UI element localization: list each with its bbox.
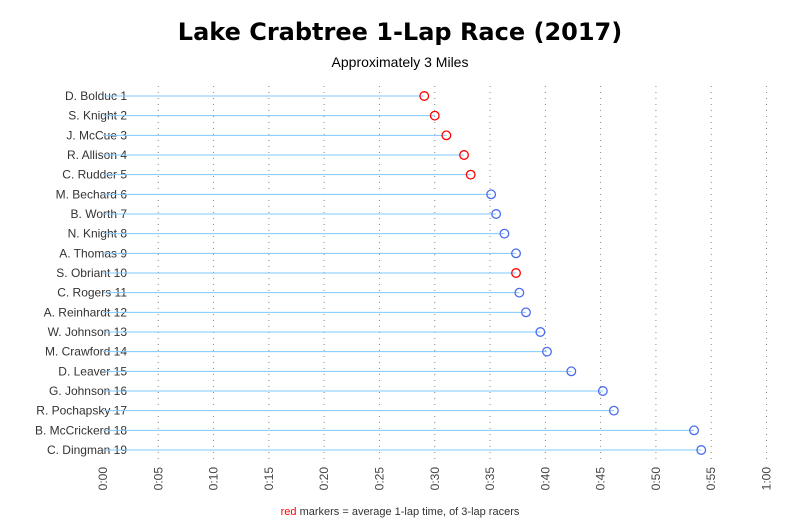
y-tick-label: C. Rudder 5 <box>62 168 127 182</box>
lollipop-marker <box>419 91 430 101</box>
y-tick-label: C. Dingman 19 <box>47 443 127 457</box>
y-tick-label: R. Allison 4 <box>67 148 127 162</box>
x-tick-label: 0:25 <box>372 467 386 491</box>
chart-title: Lake Crabtree 1-Lap Race (2017) <box>178 18 622 46</box>
y-tick-label: A. Reinhardt 12 <box>44 305 128 319</box>
x-tick-label: 1:00 <box>760 467 774 491</box>
marks: D. Bolduc 1 S. Knight 2 J. McCue 3 R. Allis… <box>35 89 707 457</box>
y-tick-label: D. Leaver 15 <box>58 364 127 378</box>
y-tick-label: B. Worth 7 <box>71 207 128 221</box>
y-tick-label: A. Thomas 9 <box>59 246 127 260</box>
lollipop-marker <box>689 425 700 436</box>
y-tick-label: M. Bechard 6 <box>56 187 128 201</box>
lollipop-marker <box>514 287 525 298</box>
x-tick-label: 0:45 <box>594 467 608 491</box>
y-tick-label: C. Rogers 11 <box>57 286 127 300</box>
lollipop-marker <box>608 405 619 416</box>
x-tick-label: 0:50 <box>649 467 663 491</box>
lollipop-marker <box>499 228 510 239</box>
y-tick-label: D. Bolduc 1 <box>65 89 127 103</box>
lollipop-marker <box>441 130 452 141</box>
footnote-text: markers = average 1-lap time, of 3-lap r… <box>297 506 520 518</box>
lollipop-marker <box>491 209 502 219</box>
lollipop-marker <box>542 346 552 357</box>
x-tick-label: 0:55 <box>704 467 718 491</box>
y-tick-label: B. McCrickerd 18 <box>35 423 127 437</box>
x-tick-label: 0:00 <box>96 467 110 491</box>
y-tick-label: M. Crawford 14 <box>45 345 127 359</box>
y-tick-label: G. Johnson 16 <box>49 384 127 398</box>
y-tick-label: W. Johnson 13 <box>48 325 128 339</box>
x-tick-label: 0:15 <box>262 467 276 491</box>
lollipop-marker <box>696 445 707 455</box>
lollipop-marker <box>535 327 546 337</box>
y-tick-label: J. McCue 3 <box>66 128 127 142</box>
x-tick-label: 0:05 <box>151 467 165 491</box>
y-tick-label: N. Knight 8 <box>68 227 128 241</box>
lollipop-marker <box>429 110 440 121</box>
x-tick-label: 0:20 <box>317 467 331 491</box>
lollipop-marker <box>521 307 531 318</box>
lollipop-marker <box>465 169 476 180</box>
x-tick-label: 0:40 <box>538 467 552 491</box>
lollipop-marker <box>597 386 608 396</box>
lollipop-marker <box>511 268 521 278</box>
footnote-highlight: red <box>281 506 297 518</box>
lollipop-marker <box>486 189 497 200</box>
y-tick-label: S. Knight 2 <box>68 109 127 123</box>
y-tick-label: R. Pochapsky 17 <box>36 404 127 418</box>
x-tick-label: 0:35 <box>483 467 497 491</box>
lollipop-marker <box>566 366 577 377</box>
lollipop-marker <box>459 150 470 160</box>
x-tick-label: 0:30 <box>428 467 442 491</box>
x-tick-label: 0:10 <box>207 467 221 491</box>
chart-subtitle: Approximately 3 Miles <box>332 54 469 70</box>
y-tick-label: S. Obriant 10 <box>56 266 127 280</box>
lollipop-marker <box>511 248 521 259</box>
footnote: red markers = average 1-lap time, of 3-l… <box>281 506 520 518</box>
x-axis-ticks: 0:00 0:05 0:10 0:15 0:20 0:25 0:30 0:35 0:40 0:45… <box>96 467 774 491</box>
